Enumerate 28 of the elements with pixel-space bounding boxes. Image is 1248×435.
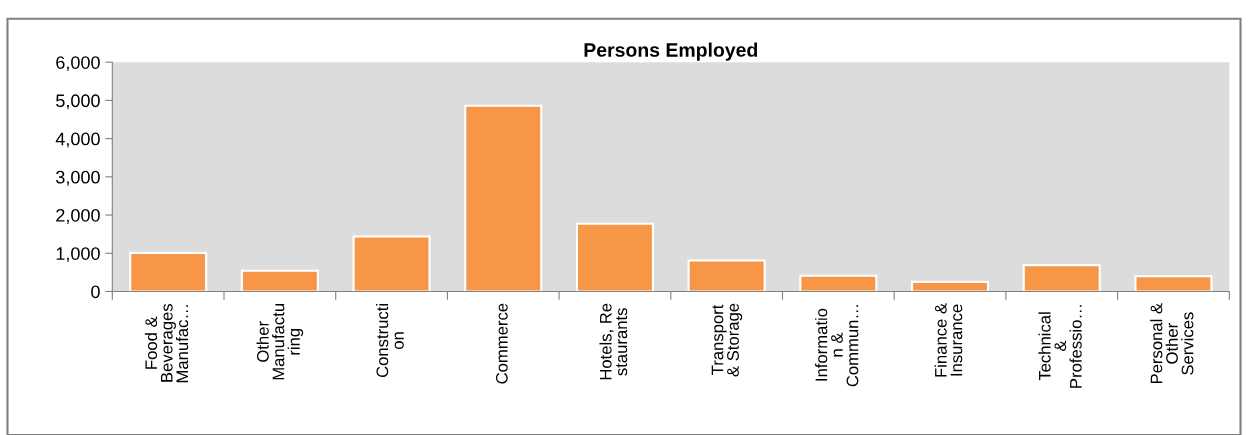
- x-tick-label: Other Manufactu ring: [256, 304, 304, 380]
- bar: [1022, 264, 1101, 292]
- x-tick-label: Food & Beverages Manufac…: [144, 303, 189, 383]
- bar: [575, 222, 654, 292]
- bar: [911, 280, 990, 292]
- y-tick-label: 5,000: [56, 94, 100, 110]
- bar: [129, 251, 208, 292]
- bar: [240, 269, 319, 292]
- bar: [352, 235, 431, 292]
- x-tick-label: Transport & Storage: [711, 303, 743, 377]
- x-tick-label: Personal & Other Services: [1150, 303, 1194, 384]
- x-tick-label: Finance & Insurance: [934, 303, 963, 377]
- bar: [464, 104, 543, 292]
- x-tick-label: Technical & Professio…: [1038, 305, 1082, 388]
- bar: [799, 274, 878, 292]
- y-tick-label: 2,000: [56, 208, 100, 224]
- x-tick-label: Constructi on: [376, 304, 404, 378]
- y-tick-label: 3,000: [56, 170, 100, 186]
- bar: [687, 259, 766, 292]
- bar: [1134, 275, 1213, 292]
- x-tick-label: Commerce: [495, 303, 508, 384]
- y-tick-label: 6,000: [56, 56, 100, 72]
- y-tick-label: 0: [91, 285, 100, 299]
- y-tick-label: 1,000: [56, 247, 100, 263]
- y-tick-label: 4,000: [55, 132, 100, 148]
- x-tick-label: Informatio n & Commun…: [815, 305, 859, 387]
- x-tick-label: Hotels, Re staurants: [599, 303, 628, 380]
- chart-title: Persons Employed: [584, 42, 758, 61]
